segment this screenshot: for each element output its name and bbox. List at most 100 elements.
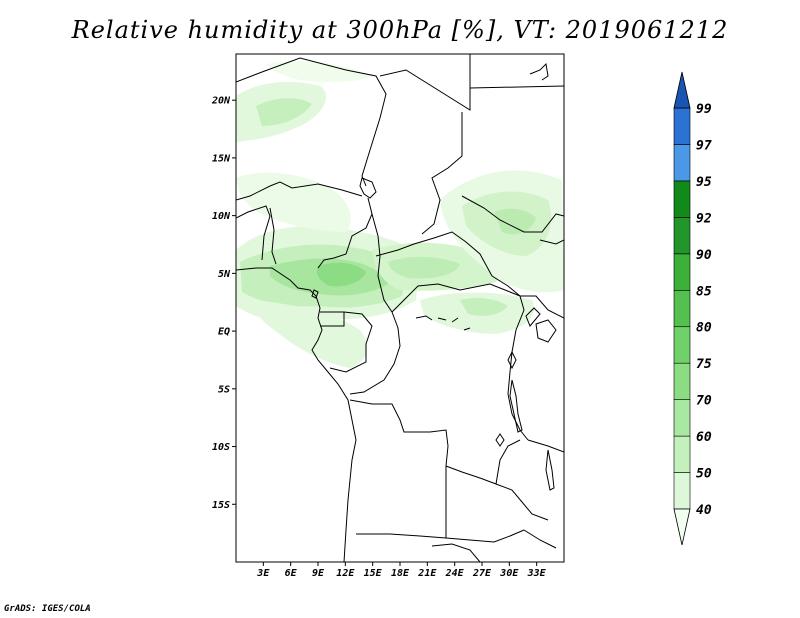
lake-albert <box>525 307 541 327</box>
colorbar-max-triangle <box>673 71 691 109</box>
colorbar-box <box>673 107 691 145</box>
lat-tick-label: 5N <box>218 269 231 280</box>
moist-region-drc-core <box>460 298 508 316</box>
lat-tick-label: 5S <box>218 384 230 395</box>
lon-tick-label: 21E <box>417 568 437 579</box>
colorbar-box <box>673 399 691 437</box>
border-chad-sudan <box>421 112 463 235</box>
colorbar: 40 50 60 70 75 80 85 90 92 95 97 99 <box>673 71 712 546</box>
border-botswana <box>431 543 481 562</box>
colorbar-box <box>673 472 691 510</box>
colorbar-label: 99 <box>696 102 712 117</box>
border-ethiopia <box>539 239 564 245</box>
border-nigeria-cameroon <box>317 197 373 269</box>
lon-tick-label: 30E <box>499 568 519 579</box>
lat-tick-label: 15N <box>212 153 231 164</box>
border-tanzania <box>527 439 564 453</box>
border-drc-zambia <box>495 439 521 485</box>
drc-river-marks <box>415 315 471 331</box>
chart-title: Relative humidity at 300hPa [%], VT: 201… <box>71 16 729 44</box>
lon-tick-label: 6E <box>285 568 298 579</box>
border-benin <box>236 205 271 261</box>
moist-region-sahel-core <box>256 98 312 126</box>
colorbar-label: 90 <box>696 248 712 263</box>
lon-tick-label: 18E <box>391 568 410 579</box>
lake-mweru <box>495 433 505 447</box>
colorbar-box <box>673 217 691 255</box>
lon-tick-label: 27E <box>472 568 492 579</box>
lake-kivu <box>507 350 517 370</box>
coast-gulf-guinea <box>236 267 357 562</box>
border-cameroon-car <box>371 213 393 313</box>
colorbar-label: 80 <box>696 321 712 336</box>
border-drc-uganda <box>507 295 529 441</box>
colorbar-box <box>673 362 691 400</box>
colorbar-box <box>673 144 691 182</box>
colorbar-label: 70 <box>696 394 712 409</box>
colorbar-box <box>673 435 691 473</box>
colorbar-label: 60 <box>696 430 712 445</box>
lon-tick-label: 12E <box>336 568 355 579</box>
lake-chad <box>359 177 377 199</box>
moist-region-core <box>316 262 366 287</box>
longitude-axis: 3E 6E 9E 12E 15E 18E 21E 24E 27E 30E 33E <box>256 562 547 579</box>
colorbar-label: 40 <box>696 503 712 518</box>
lake-malawi <box>545 449 555 491</box>
lon-tick-label: 15E <box>364 568 383 579</box>
colorbar-min-triangle <box>673 508 691 546</box>
colorbar-label: 85 <box>696 284 712 299</box>
border-sudan-southsudan <box>461 195 564 233</box>
lat-tick-label: 10S <box>212 442 230 453</box>
border-angola-namibia <box>356 533 447 539</box>
border-car-drc <box>391 283 521 313</box>
lon-tick-label: 3E <box>256 568 270 579</box>
border-benin-nigeria <box>269 207 277 265</box>
colorbar-box <box>673 253 691 291</box>
lat-tick-label: 15S <box>212 500 230 511</box>
border-congo-drc <box>349 311 401 395</box>
lat-tick-label: 10N <box>212 211 231 222</box>
moist-region-sudan-core <box>494 208 536 235</box>
moist-region-chad <box>236 172 351 232</box>
border-southsudan-kenya <box>520 295 564 319</box>
border-gabon-congo <box>329 311 373 373</box>
border-caprivi <box>445 529 525 543</box>
lon-tick-label: 9E <box>312 568 325 579</box>
border-car-chad <box>375 231 493 277</box>
lake-tanganyika <box>509 379 523 433</box>
colorbar-box <box>673 289 691 328</box>
colorbar-box <box>673 180 691 218</box>
humidity-shading <box>236 61 564 368</box>
border-niger-nigeria <box>236 181 363 201</box>
lake-victoria <box>535 319 557 343</box>
colorbar-label: 92 <box>696 211 712 226</box>
border-egypt-sudan <box>469 85 564 89</box>
moist-region-car-core <box>388 256 460 279</box>
colorbar-label: 97 <box>696 138 712 153</box>
border-car-southsudan <box>491 275 521 297</box>
border-eq-guinea <box>320 311 345 327</box>
moist-region-streak <box>266 61 372 83</box>
border-zimbabwe <box>523 529 557 549</box>
lat-tick-label: 20N <box>211 96 231 107</box>
colorbar-label: 75 <box>696 357 712 372</box>
border-angola-drc <box>349 399 497 485</box>
moist-region-south <box>253 300 367 368</box>
colorbar-box <box>673 326 691 364</box>
border-libya-chad <box>345 69 387 119</box>
arrow-peninsula <box>529 62 549 81</box>
grads-credit: GrADS: IGES/COLA <box>4 604 91 614</box>
lon-tick-label: 24E <box>445 568 465 579</box>
colorbar-label: 95 <box>696 175 712 190</box>
border-zambia <box>495 483 549 521</box>
country-borders <box>236 54 564 562</box>
latitude-axis: 20N 15N 10N 5N EQ 5S 10S 15S <box>211 96 236 511</box>
border-niger-chad <box>361 117 381 187</box>
island-bioko <box>311 289 319 299</box>
lon-tick-label: 33E <box>527 568 547 579</box>
border-algeria-niger <box>236 57 347 83</box>
border-libya-sudan <box>379 54 471 111</box>
lat-tick-label: EQ <box>218 327 230 338</box>
colorbar-label: 50 <box>696 467 712 482</box>
